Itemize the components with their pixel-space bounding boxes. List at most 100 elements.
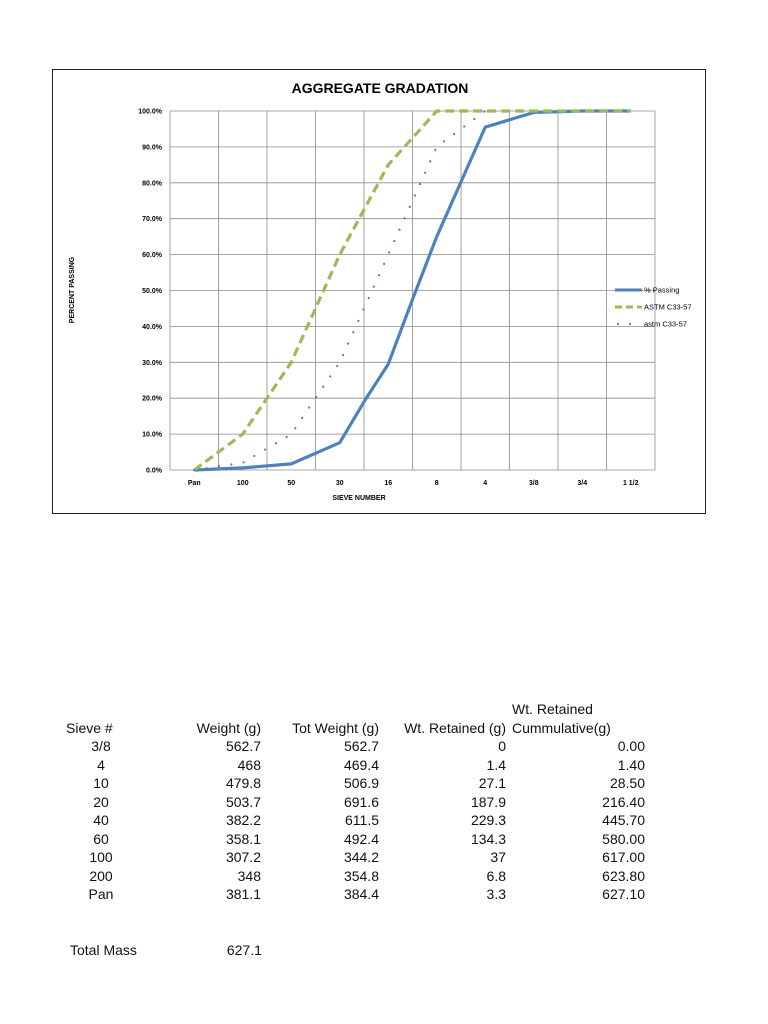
series-astm-dotted-point: [443, 140, 446, 143]
cell-wt-retained: 1.4: [486, 756, 506, 773]
cell-sieve: Pan: [88, 886, 114, 902]
x-tick-label: 8: [435, 480, 439, 487]
cell-wt-retained: 37: [490, 849, 506, 865]
series-astm-dotted-point: [193, 468, 196, 472]
series-astm-dashed-line: [193, 109, 631, 472]
series-astm-dotted-point: [367, 296, 370, 300]
y-tick-label: 0.0%: [146, 468, 163, 475]
cell-wt-retained: 134.3: [470, 830, 506, 847]
cell-weight: 503.7: [225, 793, 261, 810]
cell-cumulative: 580.00: [602, 830, 645, 847]
cell-wt-retained: 27.1: [478, 775, 506, 791]
legend: % Passing ASTM C33-57 astm C33-57: [615, 286, 692, 329]
cell-sieve: 3/8: [91, 738, 111, 754]
series-astm-dotted-point: [341, 353, 345, 357]
cell-cumulative: 1.40: [617, 756, 645, 773]
y-tick-label: 90.0%: [142, 144, 163, 151]
cell-tot-weight: 611.5: [345, 812, 379, 828]
cell-tot-weight: 492.4: [343, 830, 379, 847]
cell-tot-weight: 562.7: [343, 738, 379, 754]
series-astm-dotted-point: [217, 465, 221, 468]
table-row: Pan 381.1 384.4 3.3 627.10: [66, 885, 645, 904]
series-astm-dotted-point: [377, 274, 381, 277]
x-tick-label: 30: [336, 480, 344, 487]
table-body: 3/8 562.7 562.7 0 0.00 4 468 469.4 1.4 1.40 10 479.…: [66, 737, 645, 904]
cell-sieve: 20: [93, 793, 109, 810]
series-astm-dotted-point: [205, 467, 208, 470]
cell-weight: 562.7: [225, 738, 261, 754]
series-astm-dotted-point: [242, 461, 245, 464]
series-astm-dotted-point: [294, 427, 297, 430]
cell-sieve: 200: [89, 867, 113, 884]
series-astm-dotted-point: [418, 182, 422, 186]
cell-weight: 307.2: [225, 849, 261, 865]
cell-wt-retained: 187.9: [470, 793, 506, 810]
y-tick-label: 60.0%: [142, 252, 163, 259]
grid: [169, 110, 656, 471]
y-tick-label: 30.0%: [142, 360, 163, 367]
series-astm-dotted-point: [336, 364, 339, 368]
y-tick-label: 70.0%: [142, 216, 163, 223]
table-row: 100 307.2 344.2 37 617.00: [66, 848, 645, 867]
y-tick-label: 20.0%: [142, 396, 163, 403]
series-astm-dotted-point: [398, 228, 401, 231]
x-tick-label: 16: [384, 480, 392, 487]
table-row: 40 382.2 611.5 229.3 445.70: [66, 811, 645, 830]
table-row: 3/8 562.7 562.7 0 0.00: [66, 737, 645, 756]
cell-wt-retained: 229.3: [470, 812, 506, 828]
y-axis-label: PERCENT PASSING: [69, 256, 76, 323]
cell-cumulative: 216.40: [602, 793, 645, 810]
series-percent-passing-line: [194, 109, 631, 472]
x-tick-label: 3/8: [529, 480, 539, 487]
series-astm-dotted-point: [403, 217, 406, 220]
cell-sieve: 10: [93, 775, 109, 791]
y-tick-label: 100.0%: [138, 109, 163, 116]
cell-tot-weight: 506.9: [343, 775, 379, 791]
cell-weight: 358.1: [225, 830, 261, 847]
series-astm-dotted-point: [362, 308, 365, 311]
series-astm-dotted-point: [263, 448, 267, 451]
x-tick-label: 1 1/2: [623, 480, 639, 487]
cell-wt-retained: 3.3: [486, 886, 506, 902]
sieve-table: Wt. Retained Sieve # Weight (g) Tot Weig…: [66, 700, 645, 904]
legend-label: ASTM C33-57: [644, 303, 692, 312]
cell-sieve: 4: [97, 756, 105, 773]
cell-tot-weight: 344.2: [343, 849, 379, 865]
series-astm-dotted-point: [393, 239, 396, 243]
series-astm-dotted-point: [347, 342, 350, 345]
series-astm-dotted-point: [301, 416, 304, 419]
cell-cumulative: 28.50: [609, 775, 645, 791]
cell-cumulative: 627.10: [602, 886, 645, 902]
cell-sieve: 60: [93, 830, 109, 847]
cell-wt-retained: 6.8: [486, 867, 506, 884]
series-astm-dotted-point: [357, 319, 360, 322]
x-axis-label: SIEVE NUMBER: [332, 495, 385, 502]
series-astm-dotted-point: [473, 117, 476, 121]
gradation-chart: AGGREGATE GRADATION 0.0% 10.0% 20.0% 30.0% 4…: [69, 80, 692, 502]
header-weight: Weight (g): [196, 719, 261, 736]
y-tick-label: 80.0%: [142, 180, 163, 187]
series-layer: [193, 109, 631, 472]
series-astm-dotted-point: [413, 194, 416, 197]
x-tick-label: 50: [287, 480, 295, 487]
series-astm-dotted-point: [308, 406, 311, 409]
cell-weight: 381.1: [225, 886, 261, 902]
series-astm-dotted-point: [329, 375, 332, 378]
series-astm-dotted-point: [382, 262, 386, 265]
series-astm-dotted-point: [274, 442, 277, 445]
series-astm-dotted-point: [388, 251, 391, 254]
cell-cumulative: 0.00: [617, 738, 645, 754]
series-astm-dotted-point: [483, 110, 486, 113]
legend-swatch-dotted: [628, 322, 632, 326]
header-sieve: Sieve #: [66, 719, 113, 736]
cell-tot-weight: 691.6: [343, 793, 379, 810]
series-astm-dotted-point: [315, 396, 318, 399]
series-astm-dotted-point: [429, 160, 432, 163]
header-wt-retained-cumulative-line1: Wt. Retained: [512, 701, 593, 717]
y-tick-label: 50.0%: [142, 288, 163, 295]
table-header-row: Sieve # Weight (g) Tot Weight (g) Wt. Re…: [66, 719, 645, 738]
chart-frame: AGGREGATE GRADATION 0.0% 10.0% 20.0% 30.0% 4…: [52, 69, 706, 514]
total-mass-label: Total Mass: [70, 942, 137, 958]
series-astm-dotted-point: [352, 331, 355, 334]
total-mass-row: Total Mass 627.1: [70, 942, 262, 958]
